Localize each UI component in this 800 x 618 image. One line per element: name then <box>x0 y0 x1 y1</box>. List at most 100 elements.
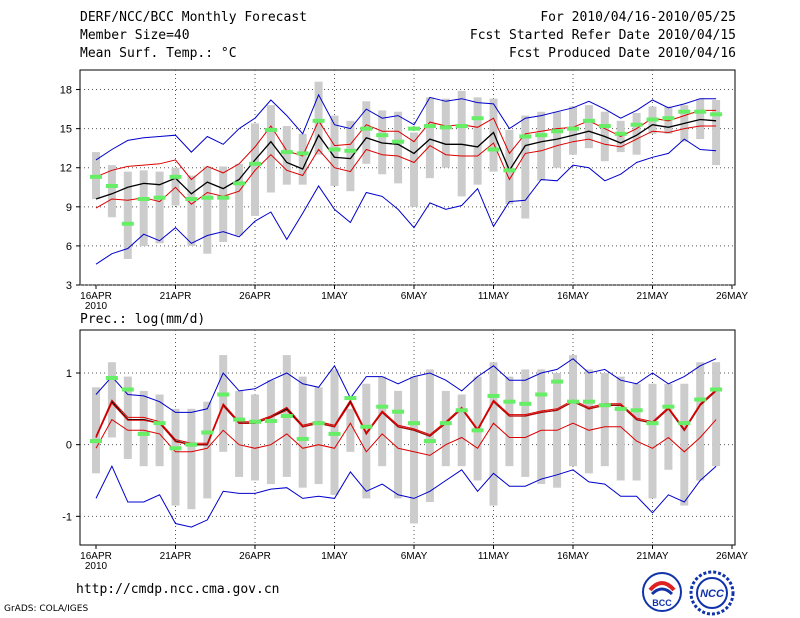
panel1-obs-marker <box>264 127 277 132</box>
panel2-spread-box <box>712 362 721 467</box>
panel2-spread-box <box>378 376 387 467</box>
panel2-spread-box <box>155 394 164 467</box>
panel2-obs-marker <box>201 430 214 435</box>
panel1-xtick-label: 26APR <box>239 291 271 302</box>
panel1-series-max <box>95 93 717 161</box>
panel2-spread-box <box>203 401 212 499</box>
panel1-obs-marker <box>598 124 611 129</box>
panel2-obs-marker <box>105 376 118 381</box>
panel2-spread-box <box>664 383 673 470</box>
panel2-obs-marker <box>582 399 595 404</box>
panel1-obs-marker <box>710 112 723 117</box>
panel2-obs-marker <box>169 446 182 451</box>
bcc-logo-text: BCC <box>652 598 672 608</box>
panel2-obs-marker <box>137 431 150 436</box>
panel1-obs-marker <box>678 109 691 114</box>
panel1-spread-box <box>266 105 275 193</box>
panel1-obs-marker <box>471 116 484 121</box>
panel1-obs-marker <box>567 126 579 131</box>
panel1-xtick-label: 1MAY <box>321 291 348 302</box>
panel1-obs-marker <box>312 118 325 123</box>
panel2-obs-marker <box>487 393 500 398</box>
panel1-spread-box <box>505 129 514 205</box>
panel1-spread-box <box>473 97 482 185</box>
panel1-spread-box <box>171 167 180 206</box>
panel2-xtick-label: 16MAY <box>557 551 589 562</box>
panel1-spread-box <box>537 111 546 181</box>
panel2-obs-marker <box>233 417 246 422</box>
panel1-spread-box <box>521 115 530 219</box>
ncc-logo: NCC <box>689 570 735 616</box>
panel1-spread-box <box>425 97 434 179</box>
panel1-ytick-label: 9 <box>66 202 72 214</box>
panel2-xtick-label: 1MAY <box>321 551 348 562</box>
panel1-series-min <box>95 138 717 265</box>
panel2-spread-box <box>92 387 100 474</box>
panel2-obs-marker <box>614 406 627 411</box>
panel1-obs-marker <box>551 129 564 134</box>
panel1-obs-marker <box>249 161 261 166</box>
panel1-obs-marker <box>376 133 389 138</box>
panel1-spread-box <box>362 101 371 164</box>
panel2-obs-marker <box>121 387 134 392</box>
panel2-spread-box <box>489 362 498 506</box>
panel2-obs-marker <box>280 414 293 418</box>
panel2-spread-box <box>616 376 625 481</box>
panel1-spread-box <box>457 90 466 197</box>
panel1-spread-box <box>235 163 244 236</box>
panel2-series-max <box>95 358 717 413</box>
panel1-spread-box <box>584 105 593 149</box>
panel2-obs-marker <box>503 399 516 404</box>
panel2-spread-box <box>187 408 196 510</box>
panel2-series-q-high <box>95 389 717 444</box>
panel1-obs-marker <box>630 122 643 127</box>
panel1-spread-box <box>489 98 498 172</box>
panel2-series-obs-line <box>95 390 717 446</box>
panel2-frame <box>79 329 736 546</box>
panel1-obs-marker <box>280 150 293 155</box>
panel2-ytick-label: 0 <box>66 440 72 452</box>
panel1-obs-marker <box>662 116 675 121</box>
panel2-spread-box <box>314 387 323 485</box>
panel2-spread-box <box>346 408 355 452</box>
panel1-obs-marker <box>90 174 102 179</box>
panel2-xtick-label: 16APR <box>80 551 112 562</box>
panel1-spread-box <box>394 111 403 184</box>
panel2-obs-marker <box>519 401 532 406</box>
panel2-obs-marker <box>328 431 341 436</box>
panel1-obs-marker <box>614 131 627 136</box>
panel2-spread-box <box>632 383 641 481</box>
panel1-xtick-label: 11MAY <box>478 291 510 302</box>
grads-credit: GrADS: COLA/IGES <box>4 604 89 614</box>
panel1-spread-box <box>139 170 148 246</box>
panel1-obs-marker <box>328 147 341 152</box>
panel2-title: Prec.: log(mm/d) <box>80 312 205 327</box>
panel1-spread-box <box>441 98 450 168</box>
panel2-obs-marker <box>392 409 405 414</box>
panel2-obs-marker <box>567 399 579 404</box>
panel1-xtick-label: 21MAY <box>636 291 668 302</box>
panel1-ytick-label: 18 <box>60 85 72 97</box>
panel2-obs-marker <box>312 421 325 426</box>
panel1-obs-marker <box>153 195 166 200</box>
panel1-obs-marker <box>296 151 309 156</box>
panel2-ytick-label: 1 <box>66 368 72 380</box>
panel1-obs-marker <box>694 109 707 114</box>
panel1-obs-marker <box>121 221 134 226</box>
panel1-series-q-low <box>95 125 717 209</box>
panel1-obs-marker <box>519 134 532 139</box>
panel2-obs-marker <box>678 421 691 426</box>
panel2-obs-marker <box>249 419 261 424</box>
panel2-obs-marker <box>296 436 309 441</box>
panel2-obs-marker <box>535 392 548 397</box>
panel2-spread-box <box>235 390 244 477</box>
panel2-spread-box <box>457 394 466 467</box>
panel2-spread-box <box>648 383 657 499</box>
panel1-obs-marker <box>582 118 595 123</box>
panel1-obs-marker <box>185 197 198 201</box>
panel1-spread-box <box>155 171 164 244</box>
source-url[interactable]: http://cmdp.ncc.cma.gov.cn <box>76 582 280 597</box>
panel2-ytick-label: -1 <box>62 511 72 523</box>
forecast-title: DERF/NCC/BCC Monthly Forecast <box>80 10 307 25</box>
header-right: For 2010/04/16-2010/05/25 Fcst Started R… <box>470 10 736 64</box>
